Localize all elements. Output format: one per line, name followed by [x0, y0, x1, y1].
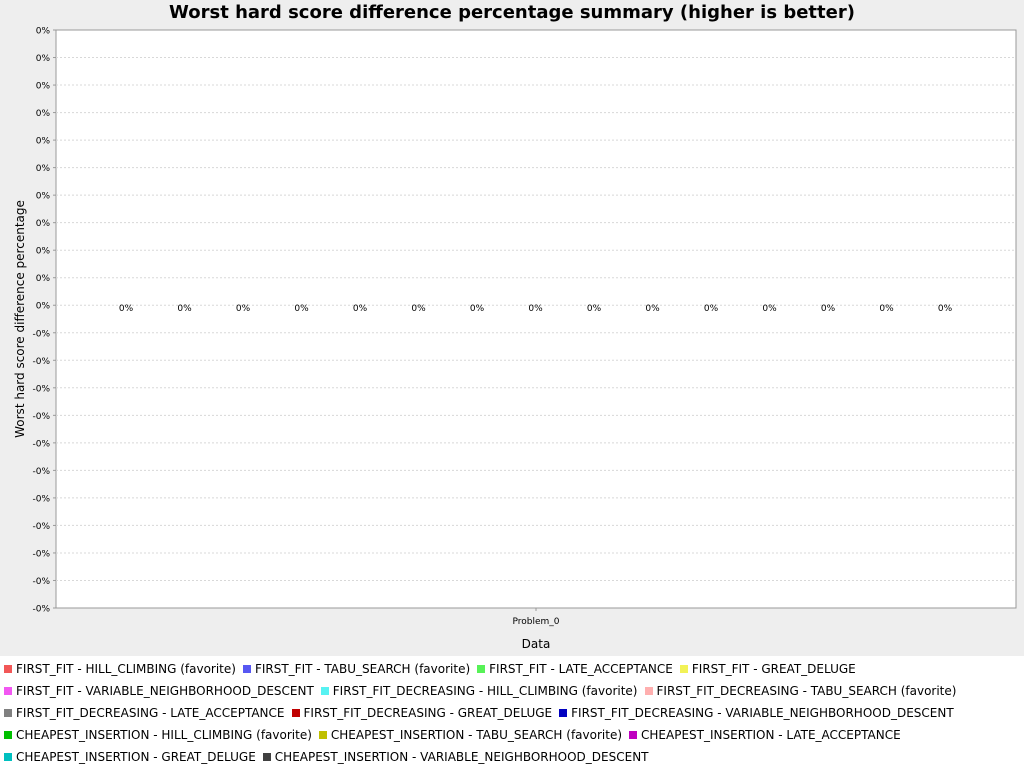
legend-label: FIRST_FIT_DECREASING - LATE_ACCEPTANCE — [16, 706, 285, 720]
y-tick-label: 0% — [36, 274, 51, 284]
legend-swatch — [629, 731, 638, 739]
legend-row: CHEAPEST_INSERTION - HILL_CLIMBING (favo… — [4, 724, 1024, 746]
y-tick-label: -0% — [32, 439, 50, 449]
legend-label: FIRST_FIT - GREAT_DELUGE — [691, 662, 856, 676]
y-axis-label: Worst hard score difference percentage — [13, 200, 27, 438]
legend-label: FIRST_FIT_DECREASING - GREAT_DELUGE — [303, 706, 553, 720]
bar-data-label: 0% — [704, 304, 719, 314]
bar-data-label: 0% — [353, 304, 368, 314]
legend-swatch — [262, 753, 271, 761]
legend-label: CHEAPEST_INSERTION - HILL_CLIMBING (favo… — [16, 728, 312, 742]
chart-plot: 0% 0% 0% 0% 0% 0% 0% 0% 0% 0% 0% -0% -0% -0% -0% -0% -0%… — [13, 27, 1017, 651]
legend-label: CHEAPEST_INSERTION - LATE_ACCEPTANCE — [641, 728, 901, 742]
y-tick-label: -0% — [32, 384, 50, 394]
legend-label: FIRST_FIT_DECREASING - HILL_CLIMBING (fa… — [332, 684, 638, 698]
y-tick-label: -0% — [32, 357, 50, 367]
bar-data-label: 0% — [411, 304, 426, 314]
legend-label: CHEAPEST_INSERTION - VARIABLE_NEIGHBORHO… — [274, 750, 649, 764]
legend-swatch — [477, 665, 486, 673]
legend-row: CHEAPEST_INSERTION - GREAT_DELUGE CHEAPES… — [4, 746, 1024, 768]
y-tick-label: 0% — [36, 137, 51, 147]
y-tick-label: 0% — [36, 109, 51, 119]
legend-item: FIRST_FIT - TABU_SEARCH (favorite) — [242, 662, 471, 676]
legend-label: CHEAPEST_INSERTION - GREAT_DELUGE — [16, 750, 256, 764]
bar-data-label: 0% — [938, 304, 953, 314]
legend-label: FIRST_FIT - LATE_ACCEPTANCE — [489, 662, 673, 676]
legend-item: FIRST_FIT - HILL_CLIMBING (favorite) — [4, 662, 236, 676]
legend-label: FIRST_FIT - TABU_SEARCH (favorite) — [254, 662, 471, 676]
bar-data-label: 0% — [177, 304, 192, 314]
legend-label: FIRST_FIT - VARIABLE_NEIGHBORHOOD_DESCEN… — [16, 684, 314, 698]
y-tick-label: -0% — [32, 522, 50, 532]
legend-item: FIRST_FIT_DECREASING - TABU_SEARCH (favo… — [644, 684, 957, 698]
bar-data-label: 0% — [119, 304, 134, 314]
legend-swatch — [4, 731, 12, 739]
y-tick-label: -0% — [32, 329, 50, 339]
legend-row: FIRST_FIT - HILL_CLIMBING (favorite) FIRS… — [4, 658, 1024, 680]
x-tick-label: Problem_0 — [512, 617, 559, 627]
y-tick-label: 0% — [36, 219, 51, 229]
y-tick-label: 0% — [36, 302, 51, 312]
y-tick-label: 0% — [36, 82, 51, 92]
bar-data-label: 0% — [762, 304, 777, 314]
bar-data-label: 0% — [645, 304, 660, 314]
chart-title: Worst hard score difference percentage s… — [169, 2, 855, 23]
legend-row: FIRST_FIT - VARIABLE_NEIGHBORHOOD_DESCEN… — [4, 680, 1024, 702]
legend-item: CHEAPEST_INSERTION - GREAT_DELUGE — [4, 750, 256, 764]
y-tick-label: -0% — [32, 467, 50, 477]
legend-label: FIRST_FIT - HILL_CLIMBING (favorite) — [16, 662, 236, 676]
legend-swatch — [318, 731, 327, 739]
y-tick-label: 0% — [36, 54, 51, 64]
y-tick-label: -0% — [32, 577, 50, 587]
y-tick-label: 0% — [36, 192, 51, 202]
y-tick-label: -0% — [32, 605, 50, 615]
legend-swatch — [291, 709, 300, 717]
legend-label: FIRST_FIT_DECREASING - TABU_SEARCH (favo… — [656, 684, 957, 698]
legend-swatch — [4, 665, 12, 673]
legend-label: CHEAPEST_INSERTION - TABU_SEARCH (favori… — [330, 728, 623, 742]
legend-item: CHEAPEST_INSERTION - TABU_SEARCH (favori… — [318, 728, 623, 742]
legend-swatch — [4, 687, 12, 695]
legend-item: FIRST_FIT_DECREASING - LATE_ACCEPTANCE — [4, 706, 285, 720]
y-tick-label: 0% — [36, 247, 51, 257]
legend-swatch — [644, 687, 653, 695]
bar-data-label: 0% — [821, 304, 836, 314]
legend-label: FIRST_FIT_DECREASING - VARIABLE_NEIGHBOR… — [571, 706, 954, 720]
legend-swatch — [679, 665, 688, 673]
legend-item: FIRST_FIT - LATE_ACCEPTANCE — [477, 662, 673, 676]
legend-item: FIRST_FIT_DECREASING - HILL_CLIMBING (fa… — [320, 684, 638, 698]
legend-swatch — [4, 709, 12, 717]
y-tick-label: -0% — [32, 412, 50, 422]
legend-row: FIRST_FIT_DECREASING - LATE_ACCEPTANCE FI… — [4, 702, 1024, 724]
y-tick-label: 0% — [36, 164, 51, 174]
y-tick-label: 0% — [36, 27, 51, 37]
legend-item: FIRST_FIT_DECREASING - GREAT_DELUGE — [291, 706, 553, 720]
bar-data-label: 0% — [236, 304, 251, 314]
legend-item: CHEAPEST_INSERTION - HILL_CLIMBING (favo… — [4, 728, 312, 742]
y-tick-label: -0% — [32, 549, 50, 559]
legend-swatch — [242, 665, 251, 673]
chart-legend: FIRST_FIT - HILL_CLIMBING (favorite) FIRS… — [0, 656, 1024, 768]
legend-item: CHEAPEST_INSERTION - VARIABLE_NEIGHBORHO… — [262, 750, 649, 764]
bar-data-label: 0% — [528, 304, 543, 314]
x-axis-label: Data — [522, 637, 551, 651]
legend-swatch — [559, 709, 568, 717]
bar-data-label: 0% — [470, 304, 485, 314]
legend-item: FIRST_FIT_DECREASING - VARIABLE_NEIGHBOR… — [559, 706, 954, 720]
bar-data-label: 0% — [879, 304, 894, 314]
legend-swatch — [320, 687, 329, 695]
legend-item: CHEAPEST_INSERTION - LATE_ACCEPTANCE — [629, 728, 901, 742]
y-tick-label: -0% — [32, 494, 50, 504]
legend-swatch — [4, 753, 12, 761]
legend-item: FIRST_FIT - VARIABLE_NEIGHBORHOOD_DESCEN… — [4, 684, 314, 698]
legend-item: FIRST_FIT - GREAT_DELUGE — [679, 662, 856, 676]
plot-area — [55, 29, 1017, 609]
bar-data-label: 0% — [294, 304, 309, 314]
bar-data-label: 0% — [587, 304, 602, 314]
